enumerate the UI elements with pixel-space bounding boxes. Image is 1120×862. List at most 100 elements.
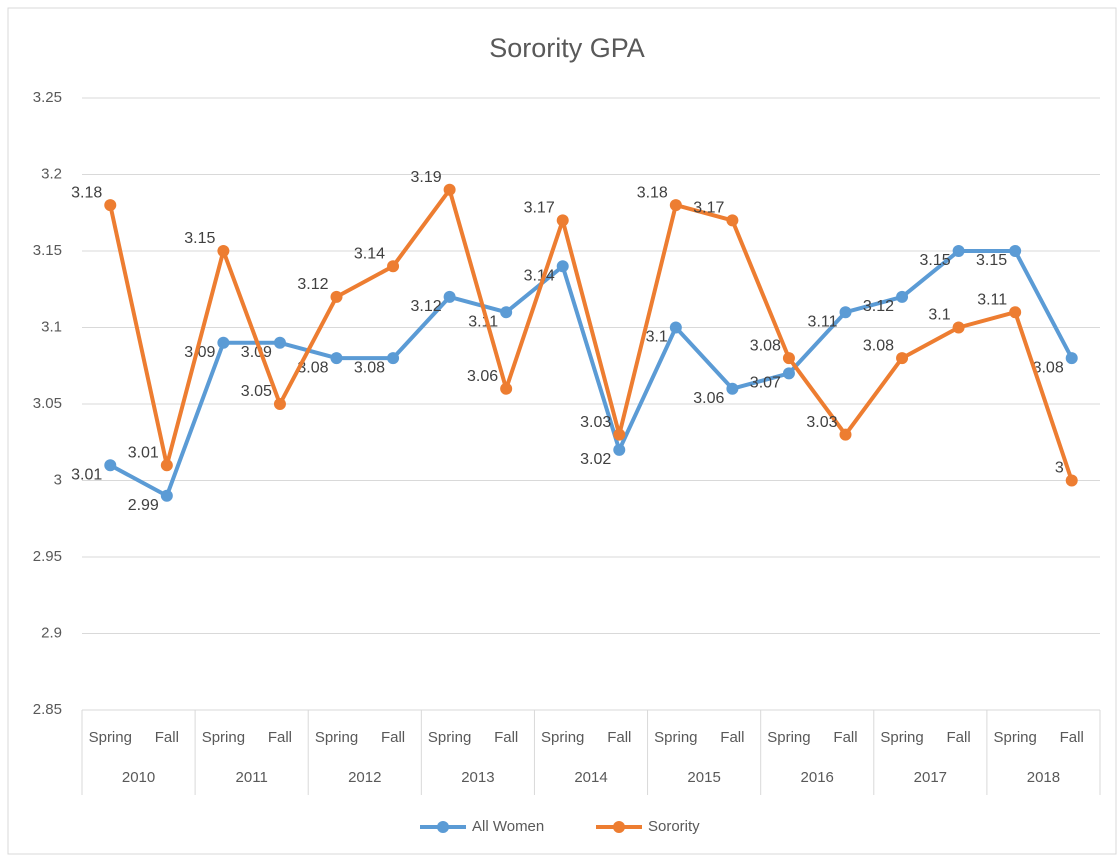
data-label: 3.17 xyxy=(693,200,724,217)
x-group-label: 2012 xyxy=(348,769,381,786)
data-label: 3.05 xyxy=(241,383,272,400)
data-point xyxy=(952,321,965,334)
data-point xyxy=(1065,352,1078,365)
data-label: 3.08 xyxy=(297,359,328,376)
data-point xyxy=(160,489,173,502)
data-label: 3.08 xyxy=(863,337,894,354)
data-point xyxy=(1009,306,1022,319)
data-label: 3.09 xyxy=(184,344,215,361)
legend-marker xyxy=(437,821,449,833)
x-tick-label: Fall xyxy=(494,729,518,746)
data-point xyxy=(839,306,852,319)
data-label: 3.11 xyxy=(977,291,1007,308)
x-group-label: 2010 xyxy=(122,769,155,786)
x-group-label: 2011 xyxy=(236,769,268,786)
x-tick-label: Fall xyxy=(720,729,744,746)
data-point xyxy=(217,336,230,349)
data-label: 3.15 xyxy=(919,252,950,269)
data-label: 3 xyxy=(1055,460,1064,477)
data-label: 3.18 xyxy=(637,184,668,201)
data-point xyxy=(669,321,682,334)
data-point xyxy=(896,352,909,365)
y-tick-label: 3 xyxy=(54,471,62,488)
data-label: 3.09 xyxy=(241,344,272,361)
legend-label: All Women xyxy=(472,818,544,835)
x-tick-label: Spring xyxy=(767,729,810,746)
data-label: 3.12 xyxy=(863,298,894,315)
data-point xyxy=(613,443,626,456)
x-tick-label: Spring xyxy=(202,729,245,746)
data-point xyxy=(387,260,400,273)
x-group-label: 2018 xyxy=(1027,769,1060,786)
data-point xyxy=(1065,474,1078,487)
data-label: 3.03 xyxy=(806,414,837,431)
data-label: 3.19 xyxy=(410,169,441,186)
data-point xyxy=(500,382,513,395)
data-point xyxy=(556,260,569,273)
data-point xyxy=(839,428,852,441)
legend-marker xyxy=(613,821,625,833)
data-label: 3.14 xyxy=(354,246,385,263)
data-point xyxy=(952,245,965,257)
data-point xyxy=(782,352,795,365)
x-tick-label: Spring xyxy=(654,729,697,746)
y-tick-label: 2.95 xyxy=(33,548,62,565)
y-tick-label: 2.85 xyxy=(33,701,62,718)
y-tick-label: 3.1 xyxy=(41,318,62,335)
x-tick-label: Fall xyxy=(833,729,857,746)
x-tick-label: Spring xyxy=(993,729,1036,746)
x-tick-label: Spring xyxy=(541,729,584,746)
data-label: 3.1 xyxy=(646,329,668,346)
data-label: 3.03 xyxy=(580,414,611,431)
data-label: 3.15 xyxy=(184,230,215,247)
data-point xyxy=(104,459,117,472)
data-label: 3.12 xyxy=(297,276,328,293)
data-point xyxy=(556,214,569,227)
data-label: 2.99 xyxy=(128,497,159,514)
data-point xyxy=(104,199,117,212)
x-group-label: 2016 xyxy=(801,769,834,786)
x-tick-label: Spring xyxy=(880,729,923,746)
x-group-label: 2013 xyxy=(461,769,494,786)
data-label: 3.11 xyxy=(468,313,498,330)
data-label: 3.11 xyxy=(808,313,838,330)
data-label: 3.08 xyxy=(354,359,385,376)
y-tick-label: 2.9 xyxy=(41,624,62,641)
data-point xyxy=(330,352,343,365)
x-tick-label: Fall xyxy=(1060,729,1084,746)
data-point xyxy=(330,290,343,303)
x-tick-label: Fall xyxy=(947,729,971,746)
data-point xyxy=(217,245,230,257)
legend-label: Sorority xyxy=(648,818,700,835)
data-label: 3.02 xyxy=(580,451,611,468)
y-tick-label: 3.2 xyxy=(41,165,62,182)
data-point xyxy=(500,306,513,319)
y-tick-label: 3.25 xyxy=(33,89,62,106)
data-point xyxy=(443,183,456,196)
data-label: 3.08 xyxy=(750,337,781,354)
data-point xyxy=(726,214,739,227)
x-tick-label: Spring xyxy=(428,729,471,746)
data-point xyxy=(273,336,286,349)
x-tick-label: Fall xyxy=(268,729,292,746)
chart-title: Sorority GPA xyxy=(489,33,645,63)
x-tick-label: Spring xyxy=(89,729,132,746)
data-point xyxy=(782,367,795,380)
data-point xyxy=(613,428,626,441)
data-point xyxy=(669,199,682,212)
y-tick-label: 3.15 xyxy=(33,242,62,259)
series-line xyxy=(109,249,1074,498)
data-label: 3.12 xyxy=(410,298,441,315)
data-point xyxy=(896,290,909,303)
data-label: 3.18 xyxy=(71,184,102,201)
data-point xyxy=(387,352,400,365)
data-label: 3.07 xyxy=(750,375,781,392)
data-label: 3.01 xyxy=(71,466,102,483)
x-group-label: 2014 xyxy=(574,769,607,786)
data-label: 3.1 xyxy=(928,307,950,324)
data-point xyxy=(726,382,739,395)
data-point xyxy=(273,398,286,410)
x-tick-label: Fall xyxy=(607,729,631,746)
x-tick-label: Fall xyxy=(381,729,405,746)
